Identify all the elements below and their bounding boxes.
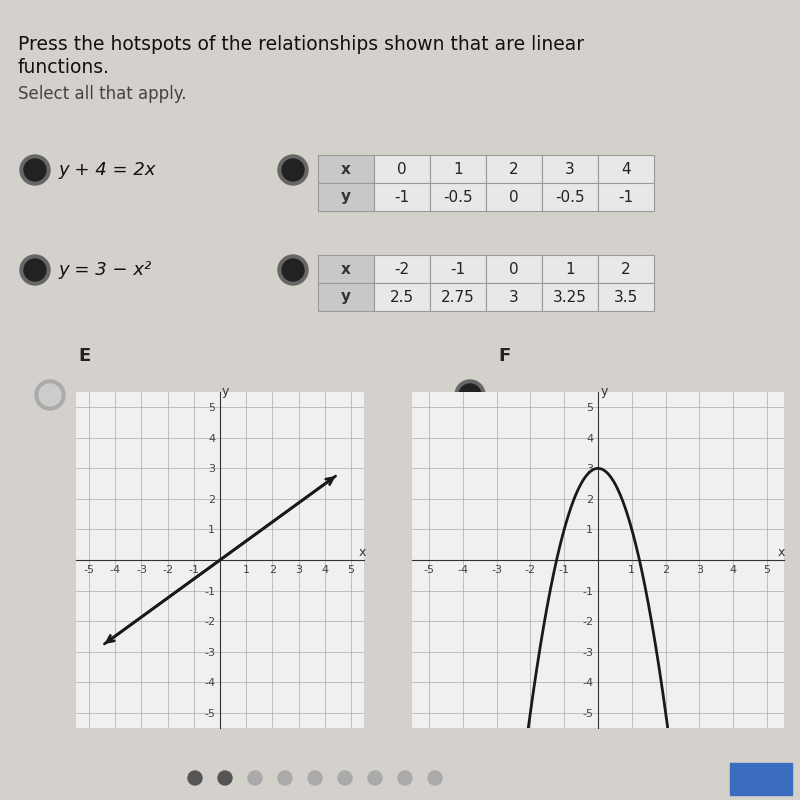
- Text: 4: 4: [621, 162, 631, 177]
- Circle shape: [188, 771, 202, 785]
- Text: -0.5: -0.5: [443, 190, 473, 205]
- Circle shape: [455, 380, 485, 410]
- Circle shape: [248, 771, 262, 785]
- Bar: [542, 255, 598, 283]
- Text: y = 3 − x²: y = 3 − x²: [58, 261, 151, 279]
- Bar: [374, 255, 430, 283]
- Bar: [598, 283, 654, 311]
- Text: x: x: [358, 546, 366, 559]
- Circle shape: [278, 155, 308, 185]
- Circle shape: [20, 155, 50, 185]
- Text: -0.5: -0.5: [555, 190, 585, 205]
- Text: 3: 3: [565, 162, 575, 177]
- Circle shape: [20, 255, 50, 285]
- Bar: [374, 183, 430, 211]
- Text: 1: 1: [565, 262, 575, 277]
- Text: 0: 0: [509, 262, 519, 277]
- Bar: [542, 183, 598, 211]
- Circle shape: [218, 771, 232, 785]
- Text: E: E: [78, 347, 90, 365]
- Text: y: y: [222, 385, 229, 398]
- Text: 3.5: 3.5: [614, 290, 638, 305]
- Circle shape: [308, 771, 322, 785]
- Bar: [598, 183, 654, 211]
- Text: 2.75: 2.75: [441, 290, 475, 305]
- Text: 3.25: 3.25: [553, 290, 587, 305]
- Bar: [318, 183, 374, 211]
- Circle shape: [338, 771, 352, 785]
- Circle shape: [35, 380, 65, 410]
- Text: 0: 0: [397, 162, 407, 177]
- Text: 3: 3: [509, 290, 519, 305]
- Bar: [486, 183, 542, 211]
- Circle shape: [398, 771, 412, 785]
- Circle shape: [368, 771, 382, 785]
- Circle shape: [459, 384, 481, 406]
- Text: -1: -1: [618, 190, 634, 205]
- Bar: [486, 155, 542, 183]
- Text: -2: -2: [394, 262, 410, 277]
- Bar: [598, 155, 654, 183]
- Text: Press the hotspots of the relationships shown that are linear: Press the hotspots of the relationships …: [18, 35, 584, 54]
- Bar: [318, 283, 374, 311]
- Text: y: y: [341, 190, 351, 205]
- Bar: [730, 763, 792, 795]
- Text: x: x: [778, 546, 785, 559]
- Text: x: x: [341, 162, 351, 177]
- Bar: [374, 283, 430, 311]
- Circle shape: [282, 259, 304, 281]
- Text: y: y: [601, 385, 609, 398]
- Bar: [430, 155, 486, 183]
- Text: functions.: functions.: [18, 58, 110, 77]
- Circle shape: [24, 159, 46, 181]
- Bar: [542, 155, 598, 183]
- Text: F: F: [498, 347, 510, 365]
- Bar: [318, 155, 374, 183]
- Text: 2: 2: [509, 162, 519, 177]
- Circle shape: [282, 159, 304, 181]
- Text: 2: 2: [621, 262, 631, 277]
- Circle shape: [278, 771, 292, 785]
- Bar: [486, 283, 542, 311]
- Bar: [374, 155, 430, 183]
- Text: y + 4 = 2x: y + 4 = 2x: [58, 161, 155, 179]
- Circle shape: [39, 384, 61, 406]
- Text: Select all that apply.: Select all that apply.: [18, 85, 186, 103]
- Bar: [486, 255, 542, 283]
- Text: 2.5: 2.5: [390, 290, 414, 305]
- Text: y: y: [341, 290, 351, 305]
- Bar: [430, 183, 486, 211]
- Text: -1: -1: [394, 190, 410, 205]
- Circle shape: [278, 255, 308, 285]
- Bar: [598, 255, 654, 283]
- Bar: [318, 255, 374, 283]
- Text: 0: 0: [509, 190, 519, 205]
- Bar: [430, 283, 486, 311]
- Text: -1: -1: [450, 262, 466, 277]
- Text: x: x: [341, 262, 351, 277]
- Circle shape: [428, 771, 442, 785]
- Text: 1: 1: [453, 162, 463, 177]
- Circle shape: [24, 259, 46, 281]
- Bar: [430, 255, 486, 283]
- Bar: [542, 283, 598, 311]
